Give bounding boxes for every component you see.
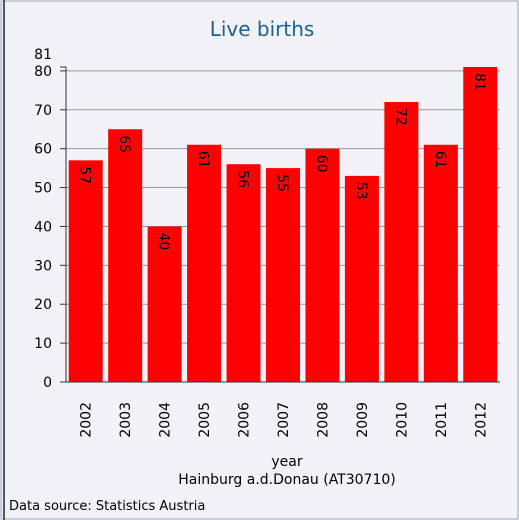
x-tick-label: 2011 bbox=[434, 402, 450, 438]
bar bbox=[344, 175, 379, 382]
y-tick-label: 81 bbox=[34, 47, 52, 63]
bar bbox=[147, 226, 182, 382]
data-label: 57 bbox=[77, 166, 93, 184]
data-label: 40 bbox=[156, 232, 172, 250]
y-tick-label: 10 bbox=[34, 336, 52, 352]
x-axis-label: year bbox=[271, 454, 302, 470]
bar bbox=[305, 148, 340, 382]
y-tick-label: 30 bbox=[34, 258, 52, 274]
y-tick-label: 60 bbox=[34, 142, 52, 158]
x-tick-label: 2002 bbox=[79, 402, 95, 438]
x-tick-label: 2009 bbox=[355, 402, 371, 438]
data-label: 72 bbox=[392, 108, 408, 126]
x-tick-label: 2003 bbox=[118, 402, 134, 438]
source-note: Data source: Statistics Austria bbox=[9, 499, 205, 514]
chart-title: Live births bbox=[210, 17, 315, 41]
y-tick-label: 0 bbox=[43, 375, 52, 391]
bar bbox=[226, 164, 261, 382]
bar bbox=[108, 129, 143, 382]
data-label: 60 bbox=[313, 155, 329, 173]
bar bbox=[423, 144, 458, 382]
y-tick-label: 80 bbox=[34, 64, 52, 80]
x-tick-label: 2012 bbox=[473, 402, 489, 438]
y-tick-label: 20 bbox=[34, 297, 52, 313]
bar bbox=[384, 102, 419, 382]
x-tick-label: 2006 bbox=[237, 402, 253, 438]
data-label: 65 bbox=[116, 135, 132, 153]
data-label: 53 bbox=[353, 182, 369, 200]
y-tick-label: 70 bbox=[34, 103, 52, 119]
x-tick-label: 2008 bbox=[315, 402, 331, 438]
data-label: 61 bbox=[432, 151, 448, 169]
x-tick-label: 2004 bbox=[158, 402, 174, 438]
bar bbox=[68, 160, 103, 382]
x-tick-label: 2007 bbox=[276, 402, 292, 438]
bar bbox=[266, 168, 300, 382]
bar bbox=[187, 144, 222, 382]
subtitle: Hainburg a.d.Donau (AT30710) bbox=[178, 472, 395, 488]
data-label: 61 bbox=[195, 151, 211, 169]
data-label: 55 bbox=[274, 174, 290, 192]
y-tick-label: 40 bbox=[34, 219, 52, 235]
data-label: 56 bbox=[235, 170, 251, 188]
data-label: 81 bbox=[471, 73, 487, 91]
x-tick-label: 2010 bbox=[394, 402, 410, 438]
x-tick-label: 2005 bbox=[197, 402, 213, 438]
bar bbox=[463, 67, 498, 382]
y-tick-label: 50 bbox=[34, 181, 52, 197]
